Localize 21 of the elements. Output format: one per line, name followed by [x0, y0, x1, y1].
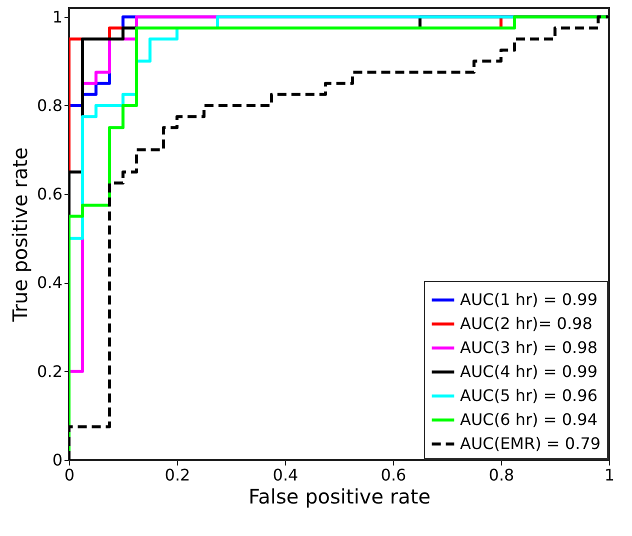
- legend-label: AUC(6 hr) = 0.94: [460, 410, 598, 429]
- y-tick-label: 0.2: [37, 362, 62, 381]
- y-axis-title: True positive rate: [8, 147, 32, 323]
- y-tick-label: 1: [52, 7, 62, 26]
- x-tick-label: 0.2: [164, 466, 190, 484]
- x-tick-label: 0: [64, 466, 75, 484]
- legend-label: AUC(2 hr)= 0.98: [460, 314, 592, 333]
- legend-label: AUC(1 hr) = 0.99: [460, 290, 598, 309]
- y-tick-label: 0.8: [37, 96, 62, 115]
- x-tick-label: 0.6: [380, 466, 406, 484]
- legend-label: AUC(4 hr) = 0.99: [460, 362, 598, 381]
- x-tick-label: 0.8: [488, 466, 514, 484]
- legend-label: AUC(5 hr) = 0.96: [460, 386, 598, 405]
- x-axis-title: False positive rate: [248, 484, 430, 508]
- y-tick-label: 0.6: [37, 184, 62, 204]
- y-tick-label: 0: [52, 450, 62, 470]
- y-tick-label: 0.4: [37, 273, 62, 292]
- x-tick-label: 1: [604, 466, 615, 484]
- x-tick-label: 0.4: [272, 466, 298, 484]
- legend-label: AUC(3 hr) = 0.98: [460, 338, 598, 357]
- legend-label: AUC(EMR) = 0.79: [460, 434, 601, 453]
